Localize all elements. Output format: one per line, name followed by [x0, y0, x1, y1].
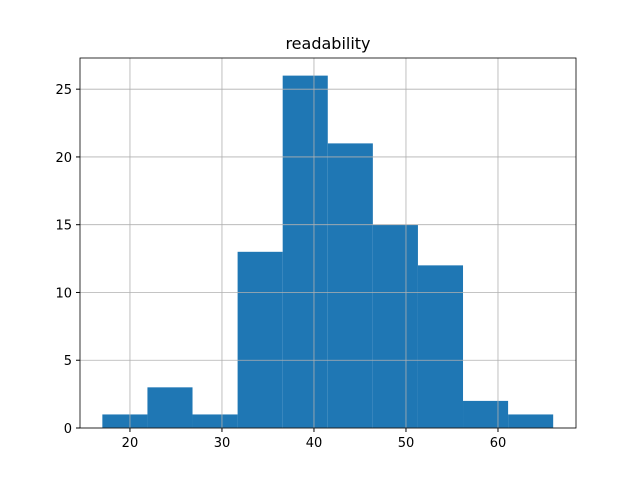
- chart-title: readability: [285, 34, 370, 53]
- y-tick-label: 20: [55, 151, 72, 166]
- bar: [147, 387, 193, 428]
- y-tick-label: 10: [55, 286, 72, 301]
- bar: [102, 414, 148, 428]
- x-tick-label: 50: [398, 436, 415, 451]
- bar: [327, 143, 373, 428]
- bar: [192, 414, 238, 428]
- y-tick-label: 25: [55, 83, 72, 98]
- plot-frame: [79, 57, 577, 429]
- bar: [463, 400, 509, 428]
- y-tick-label: 15: [55, 219, 72, 234]
- x-tick-label: 60: [490, 436, 507, 451]
- y-tick-label: 0: [64, 422, 72, 437]
- x-tick-label: 40: [306, 436, 323, 451]
- x-tick-label: 30: [214, 436, 231, 451]
- bar: [417, 265, 464, 428]
- bar: [508, 414, 554, 428]
- bar: [282, 75, 328, 428]
- bar: [372, 224, 418, 428]
- x-tick-label: 20: [122, 436, 139, 451]
- y-tick-label: 5: [64, 354, 72, 369]
- bar: [237, 251, 283, 428]
